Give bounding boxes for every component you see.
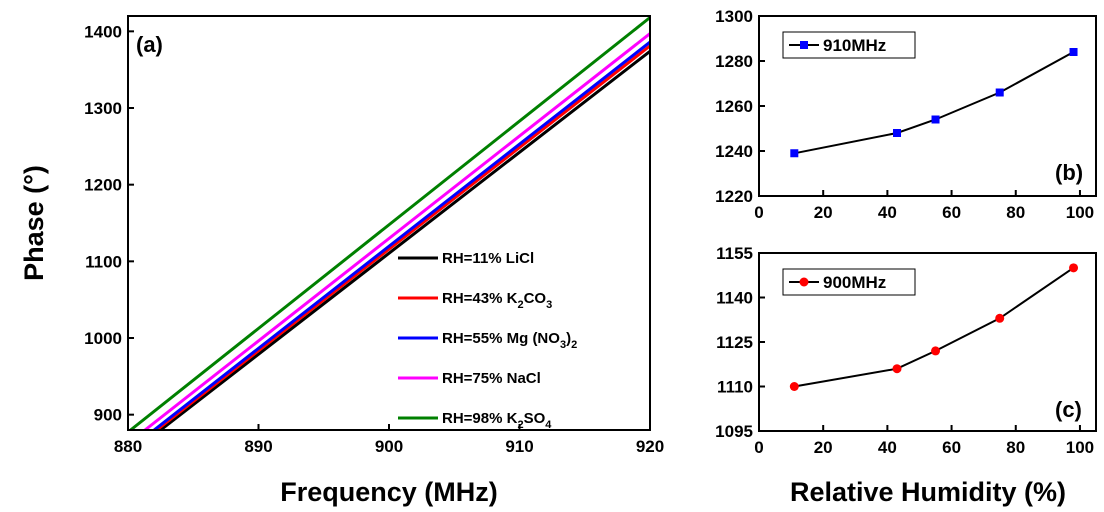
panel-b: 0 20 40 60 80 100 1220 1240 1260 1280 1300 (b) 910… [715,7,1097,222]
panel-b-y-tick-label: 1260 [715,97,753,116]
panel-c: 0 20 40 60 80 100 1095 1110 1125 1140 1155 (c) Rel… [715,244,1097,507]
panel-c-legend-marker [799,277,809,287]
panel-b-data-point [1069,48,1078,56]
panel-b-x-tick-label: 0 [754,203,763,222]
panel-c-x-tick-label: 40 [878,438,897,457]
panel-c-x-tick-label: 100 [1066,438,1094,457]
legend-label-5: RH=98% K2​SO4​ [442,410,552,431]
series-line-2 [155,44,650,430]
panel-a-x-tick-label: 920 [636,437,664,456]
panel-c-data-point [931,346,941,356]
panel-c-y-tick-label: 1110 [717,378,753,397]
panel-c-ticks: 0 20 40 60 80 100 1095 1110 1125 1140 1155 [715,244,1094,457]
panel-c-x-tick-label: 80 [1006,438,1025,457]
panel-a: 880 890 900 910 920 900 1000 1100 1200 1300 1400 (… [19,15,664,507]
panel-c-x-tick-label: 20 [814,438,833,457]
panel-b-label: (b) [1055,160,1083,185]
panel-c-plot [789,263,1079,391]
panel-a-y-tick-label: 900 [94,406,122,425]
panel-c-y-tick-label: 1095 [715,422,753,441]
panel-a-x-tick-label: 890 [244,437,272,456]
panel-b-data-point [931,115,940,124]
panel-c-x-tick-label: 0 [754,438,763,457]
panel-b-data-point [790,149,799,158]
series-line-4 [144,32,650,430]
panel-b-x-tick-label: 20 [814,203,833,222]
panel-a-y-tick-label: 1400 [84,22,122,41]
panel-a-label: (a) [136,32,163,57]
panel-c-data-point [1069,263,1079,273]
panel-a-x-tick-label: 880 [114,437,142,456]
panel-a-x-tick-label: 910 [505,437,533,456]
panel-a-y-tick-label: 1100 [85,252,122,271]
panel-b-data-point [995,88,1004,97]
panel-b-y-tick-label: 1220 [715,187,753,206]
panel-a-y-tick-label: 1000 [84,329,122,348]
panel-c-y-tick-label: 1125 [716,333,753,352]
legend-label-1: RH=11% LiCl [442,250,534,267]
series-line-5 [129,16,650,430]
panel-a-frame [127,15,651,431]
panel-b-plot [790,48,1078,158]
panel-a-plot-lines [129,16,650,430]
panel-c-data-point [995,313,1005,323]
panel-c-label: (c) [1055,397,1082,422]
panel-b-x-tick-label: 100 [1066,203,1094,222]
panel-c-x-tick-label: 60 [942,438,961,457]
panel-c-x-axis-label: Relative Humidity (%) [790,477,1066,507]
legend-label-3: RH=55% Mg (NO3​)2​ [442,330,577,351]
panel-c-data-point [789,382,799,391]
legend-label-2: RH=43% K2​CO3​ [442,290,552,311]
panel-b-y-tick-label: 1240 [715,142,753,161]
panel-a-y-tick-label: 1200 [84,176,122,195]
panel-b-x-tick-label: 60 [942,203,961,222]
panel-b-ticks: 0 20 40 60 80 100 1220 1240 1260 1280 1300 [715,7,1094,222]
panel-b-series-line [794,51,1074,155]
panel-c-y-tick-label: 1155 [716,244,753,263]
panel-a-legend: RH=11% LiCl RH=43% K2​CO3​ RH=55% Mg (NO3​… [398,250,577,431]
panel-c-data-point [892,364,902,374]
panel-a-x-axis-label: Frequency (MHz) [280,477,498,507]
panel-b-legend-marker [800,41,808,49]
legend-label-4: RH=75% NaCl [442,370,541,387]
panel-b-legend: 910MHz [782,31,916,59]
panel-b-y-tick-label: 1280 [715,52,753,71]
panel-a-ticks: 880 890 900 910 920 900 1000 1100 1200 1300 1400 [84,22,664,456]
panel-c-y-tick-label: 1140 [716,289,753,308]
panel-a-y-tick-label: 1300 [84,99,122,118]
panel-c-legend: 900MHz [782,268,916,296]
panel-a-x-tick-label: 900 [375,437,403,456]
panel-b-data-point [893,129,902,137]
panel-c-frame [758,252,1097,432]
panel-c-legend-label: 900MHz [823,273,886,292]
panel-a-y-axis-label: Phase (°) [19,165,49,281]
panel-b-x-tick-label: 80 [1006,203,1025,222]
panel-b-y-tick-label: 1300 [715,7,753,26]
panel-b-frame [758,15,1097,197]
panel-b-legend-label: 910MHz [823,36,886,55]
series-line-3 [153,40,650,430]
panel-b-x-tick-label: 40 [878,203,897,222]
series-line-1 [159,50,650,430]
